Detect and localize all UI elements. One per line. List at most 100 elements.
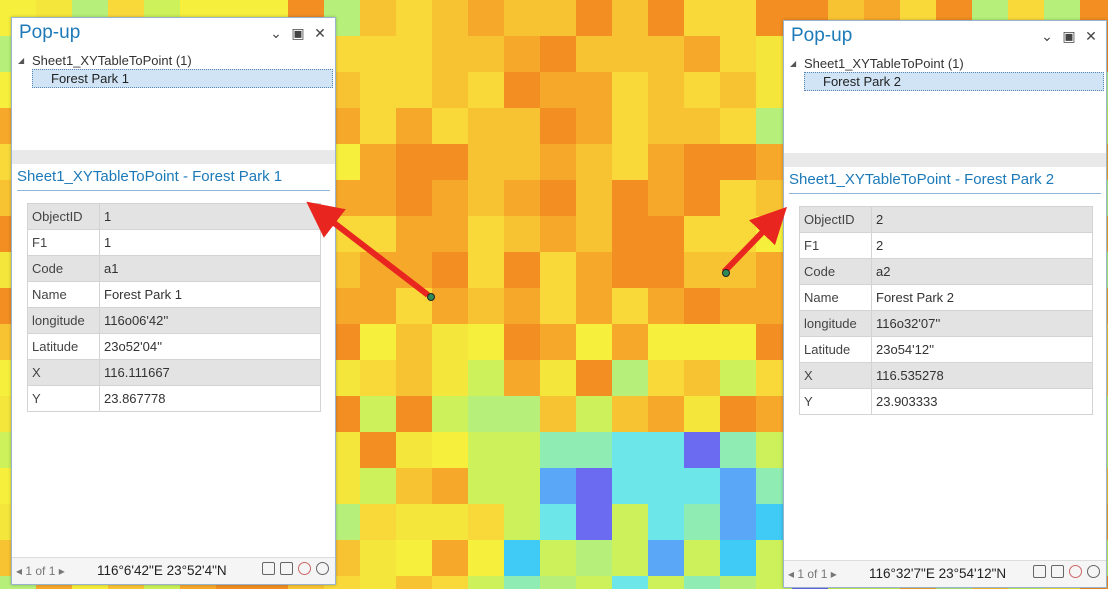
tree-feature-item[interactable]: Forest Park 1	[32, 69, 333, 88]
tree-feature-item[interactable]: Forest Park 2	[804, 72, 1104, 91]
raster-cell	[612, 360, 648, 396]
layer-name: Sheet1_XYTableToPoint (1)	[32, 52, 192, 68]
raster-cell	[360, 72, 396, 108]
pane-divider[interactable]	[784, 153, 1106, 167]
raster-cell	[360, 432, 396, 468]
detail-title: Sheet1_XYTableToPoint - Forest Park 2	[789, 171, 1055, 188]
attribute-field: Y	[799, 388, 872, 415]
raster-cell	[504, 144, 540, 180]
raster-cell	[576, 36, 612, 72]
popup-window-left[interactable]: Pop-up ⌄ ▣ ✕ ◢ Sheet1_XYTableToPoint (1)…	[11, 17, 336, 585]
raster-cell	[648, 324, 684, 360]
popup-footer: ◂ 1 of 1 ▸ 116°6'42"E 23°52'4"N	[12, 557, 335, 584]
raster-cell	[540, 252, 576, 288]
restore-icon[interactable]: ▣	[1062, 28, 1076, 44]
raster-cell	[684, 288, 720, 324]
attribute-value: 1	[99, 203, 321, 230]
raster-cell	[540, 0, 576, 36]
window-controls: ⌄ ▣ ✕	[269, 25, 327, 42]
raster-cell	[720, 396, 756, 432]
close-icon[interactable]: ✕	[314, 25, 326, 41]
raster-cell	[684, 252, 720, 288]
raster-cell	[396, 180, 432, 216]
raster-cell	[684, 36, 720, 72]
raster-cell	[540, 432, 576, 468]
raster-cell	[504, 180, 540, 216]
zoom-to-icon[interactable]	[280, 562, 293, 575]
attribute-row: Name Forest Park 2	[799, 284, 1093, 311]
tree-layer-node[interactable]: ◢ Sheet1_XYTableToPoint (1)	[790, 54, 1106, 72]
raster-cell	[576, 288, 612, 324]
raster-cell	[360, 396, 396, 432]
pan-to-icon[interactable]	[1087, 565, 1100, 578]
raster-cell	[360, 504, 396, 540]
raster-cell	[648, 36, 684, 72]
raster-cell	[684, 576, 720, 589]
print-icon[interactable]	[1033, 565, 1046, 578]
attribute-field: Name	[799, 284, 872, 311]
raster-cell	[612, 324, 648, 360]
attribute-value: 116.111667	[99, 359, 321, 386]
raster-cell	[432, 288, 468, 324]
raster-cell	[648, 108, 684, 144]
raster-cell	[540, 288, 576, 324]
flash-icon[interactable]	[1069, 565, 1082, 578]
raster-cell	[432, 252, 468, 288]
raster-cell	[540, 144, 576, 180]
raster-cell	[684, 432, 720, 468]
raster-cell	[396, 72, 432, 108]
raster-cell	[648, 180, 684, 216]
raster-cell	[432, 72, 468, 108]
raster-cell	[504, 252, 540, 288]
attribute-row: Y 23.867778	[27, 385, 321, 412]
attribute-row: Latitude 23o54'12''	[799, 336, 1093, 363]
raster-cell	[720, 36, 756, 72]
attribute-field: ObjectID	[27, 203, 100, 230]
attribute-field: Name	[27, 281, 100, 308]
raster-cell	[396, 432, 432, 468]
raster-cell	[684, 468, 720, 504]
raster-cell	[360, 468, 396, 504]
raster-cell	[468, 504, 504, 540]
raster-cell	[468, 576, 504, 589]
expand-triangle-icon[interactable]: ◢	[790, 58, 797, 68]
raster-cell	[468, 0, 504, 36]
detail-separator	[17, 190, 330, 191]
print-icon[interactable]	[262, 562, 275, 575]
raster-cell	[576, 72, 612, 108]
pager[interactable]: ◂ 1 of 1 ▸	[16, 564, 65, 578]
attribute-field: Y	[27, 385, 100, 412]
raster-cell	[684, 504, 720, 540]
attribute-field: longitude	[799, 310, 872, 337]
pan-to-icon[interactable]	[316, 562, 329, 575]
raster-cell	[576, 576, 612, 589]
popup-window-right[interactable]: Pop-up ⌄ ▣ ✕ ◢ Sheet1_XYTableToPoint (1)…	[783, 20, 1107, 588]
raster-cell	[468, 180, 504, 216]
attribute-value: 116o06'42''	[99, 307, 321, 334]
pane-divider[interactable]	[12, 150, 335, 164]
raster-cell	[684, 144, 720, 180]
raster-cell	[468, 252, 504, 288]
attribute-value: 23.867778	[99, 385, 321, 412]
expand-triangle-icon[interactable]: ◢	[18, 55, 25, 65]
restore-icon[interactable]: ▣	[291, 25, 305, 41]
pager[interactable]: ◂ 1 of 1 ▸	[788, 567, 837, 581]
close-icon[interactable]: ✕	[1085, 28, 1097, 44]
raster-cell	[684, 180, 720, 216]
attribute-value: 23.903333	[871, 388, 1093, 415]
collapse-icon[interactable]: ⌄	[1041, 28, 1053, 44]
raster-cell	[468, 324, 504, 360]
raster-cell	[396, 288, 432, 324]
attribute-value: a1	[99, 255, 321, 282]
raster-cell	[648, 252, 684, 288]
raster-cell	[504, 36, 540, 72]
tree-layer-node[interactable]: ◢ Sheet1_XYTableToPoint (1)	[18, 51, 335, 69]
raster-cell	[432, 216, 468, 252]
raster-cell	[360, 144, 396, 180]
flash-icon[interactable]	[298, 562, 311, 575]
attribute-row: Y 23.903333	[799, 388, 1093, 415]
raster-cell	[468, 72, 504, 108]
zoom-to-icon[interactable]	[1051, 565, 1064, 578]
collapse-icon[interactable]: ⌄	[270, 25, 282, 41]
raster-cell	[720, 144, 756, 180]
